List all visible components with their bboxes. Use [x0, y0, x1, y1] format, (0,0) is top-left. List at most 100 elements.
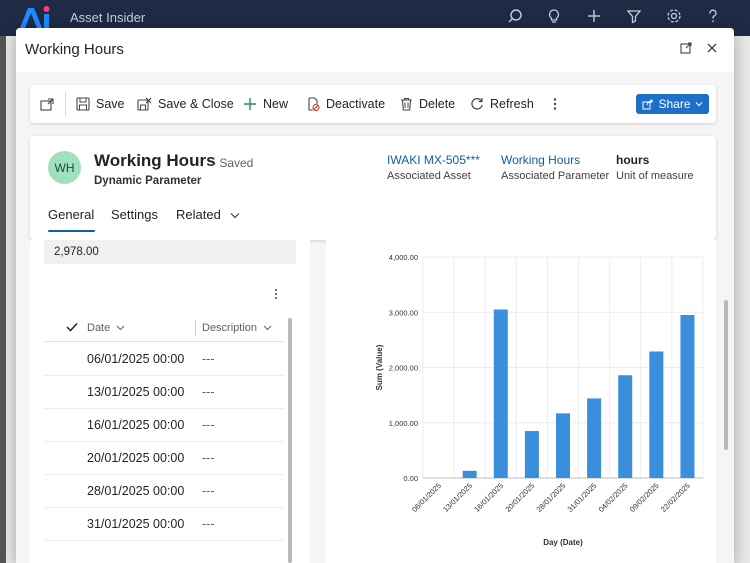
column-header-description-label: Description [202, 322, 258, 334]
grid-more-icon[interactable] [273, 288, 279, 303]
y-tick-label: 3,000.00 [389, 308, 418, 317]
row-description: --- [202, 517, 215, 531]
y-tick-label: 1,000.00 [389, 419, 418, 428]
x-tick-label: 28/01/2025 [535, 481, 568, 514]
save-and-close-button[interactable]: Save & Close [137, 85, 234, 123]
chart-bar [680, 315, 695, 478]
tab-general[interactable]: General [48, 207, 95, 222]
row-date: 28/01/2025 00:00 [87, 484, 185, 498]
select-all-checkmark-icon[interactable] [66, 321, 78, 335]
row-description: --- [202, 451, 215, 465]
saved-status: - Saved [212, 156, 254, 170]
table-row[interactable]: 28/01/2025 00:00 --- [44, 475, 284, 508]
chart-bar [524, 431, 539, 478]
refresh-icon [471, 98, 483, 110]
expand-dialog-icon[interactable] [676, 40, 696, 60]
deactivate-icon [308, 97, 320, 111]
associated-parameter-label: Associated Parameter [501, 170, 610, 182]
associated-asset-label: Associated Asset [387, 170, 471, 182]
plus-icon [244, 98, 256, 110]
save-label: Save [96, 97, 125, 111]
table-row[interactable]: 13/01/2025 00:00 --- [44, 376, 284, 409]
chevron-down-icon [231, 213, 240, 219]
save-button[interactable]: Save [76, 85, 125, 123]
x-tick-label: 13/01/2025 [441, 481, 474, 514]
table-row[interactable]: 20/01/2025 00:00 --- [44, 442, 284, 475]
share-button[interactable]: Share [636, 94, 709, 114]
chart-bar [462, 470, 477, 478]
delete-button[interactable]: Delete [400, 85, 455, 123]
open-in-new-icon [40, 97, 54, 111]
x-tick-label: 09/02/2025 [628, 481, 661, 514]
save-close-icon [137, 97, 152, 111]
x-tick-label: 31/01/2025 [566, 481, 599, 514]
share-label: Share [658, 97, 691, 111]
tab-related[interactable]: Related [176, 207, 240, 222]
tab-related-label: Related [176, 207, 221, 222]
column-divider [195, 320, 196, 336]
x-tick-label: 04/02/2025 [597, 481, 630, 514]
y-tick-label: 4,000.00 [389, 253, 418, 262]
x-tick-label: 20/01/2025 [503, 481, 536, 514]
chevron-down-icon [263, 325, 272, 331]
avatar: WH [48, 151, 81, 184]
current-value-field[interactable]: 2,978.00 [44, 240, 296, 264]
background-right-strip [734, 36, 750, 563]
row-description: --- [202, 385, 215, 399]
bar-chart: 0.00 1,000.00 2,000.00 3,000.00 4,000.00 06/0… [375, 253, 704, 547]
row-date: 31/01/2025 00:00 [87, 517, 185, 531]
help-icon[interactable] [703, 8, 723, 28]
x-axis-title: Day (Date) [543, 538, 583, 547]
associated-asset-link[interactable]: IWAKI MX-505*** [387, 153, 480, 167]
save-and-close-label: Save & Close [158, 97, 234, 111]
column-header-date-label: Date [87, 322, 111, 334]
unit-of-measure-label: Unit of measure [616, 170, 694, 182]
search-icon[interactable] [505, 8, 525, 28]
x-tick-label: 16/01/2025 [472, 481, 505, 514]
open-record-button[interactable] [40, 85, 61, 123]
y-tick-label: 2,000.00 [389, 364, 418, 373]
save-icon [76, 97, 90, 111]
chevron-down-icon [116, 325, 125, 331]
background-left-rail [0, 36, 6, 563]
lightbulb-icon[interactable] [544, 8, 564, 28]
chevron-down-icon [695, 102, 702, 107]
unit-of-measure-value: hours [616, 153, 650, 167]
chart-bar [587, 398, 602, 478]
gear-icon[interactable] [664, 8, 684, 28]
record-header: WH Working Hours - Saved Dynamic Paramet… [30, 136, 716, 240]
dialog-scrollbar[interactable] [724, 300, 728, 450]
table-row[interactable]: 16/01/2025 00:00 --- [44, 409, 284, 442]
column-header-date[interactable]: Date [87, 322, 125, 334]
chart-panel: 0.00 1,000.00 2,000.00 3,000.00 4,000.00 06/0… [326, 240, 716, 563]
table-row[interactable]: 31/01/2025 00:00 --- [44, 508, 284, 541]
more-commands-button[interactable] [551, 85, 565, 123]
deactivate-label: Deactivate [326, 97, 386, 111]
row-description: --- [202, 418, 215, 432]
grid-scrollbar[interactable] [288, 318, 292, 563]
more-vertical-icon [553, 98, 557, 110]
dialog-title: Working Hours [25, 41, 124, 58]
table-row[interactable]: 06/01/2025 00:00 --- [44, 343, 284, 376]
command-bar: Save Save & Close New Deactivate Delete … [30, 85, 716, 123]
record-title: Working Hours [94, 151, 216, 170]
new-button[interactable]: New [243, 85, 288, 123]
row-description: --- [202, 484, 215, 498]
deactivate-button[interactable]: Deactivate [306, 85, 385, 123]
row-date: 06/01/2025 00:00 [87, 352, 185, 366]
associated-parameter-link[interactable]: Working Hours [501, 153, 581, 167]
close-icon[interactable] [702, 40, 722, 60]
trash-icon [401, 97, 412, 111]
plus-icon[interactable] [584, 8, 604, 28]
row-description: --- [202, 352, 215, 366]
active-tab-indicator [48, 230, 95, 232]
grid-header: Date Description [44, 314, 284, 342]
tab-settings[interactable]: Settings [111, 207, 158, 222]
app-logo-icon [20, 6, 50, 28]
filter-icon[interactable] [624, 8, 644, 28]
column-header-description[interactable]: Description [202, 322, 272, 334]
share-icon [642, 98, 654, 109]
dialog-header: Working Hours [16, 28, 734, 72]
refresh-button[interactable]: Refresh [470, 85, 534, 123]
app-title: Asset Insider [70, 10, 146, 25]
